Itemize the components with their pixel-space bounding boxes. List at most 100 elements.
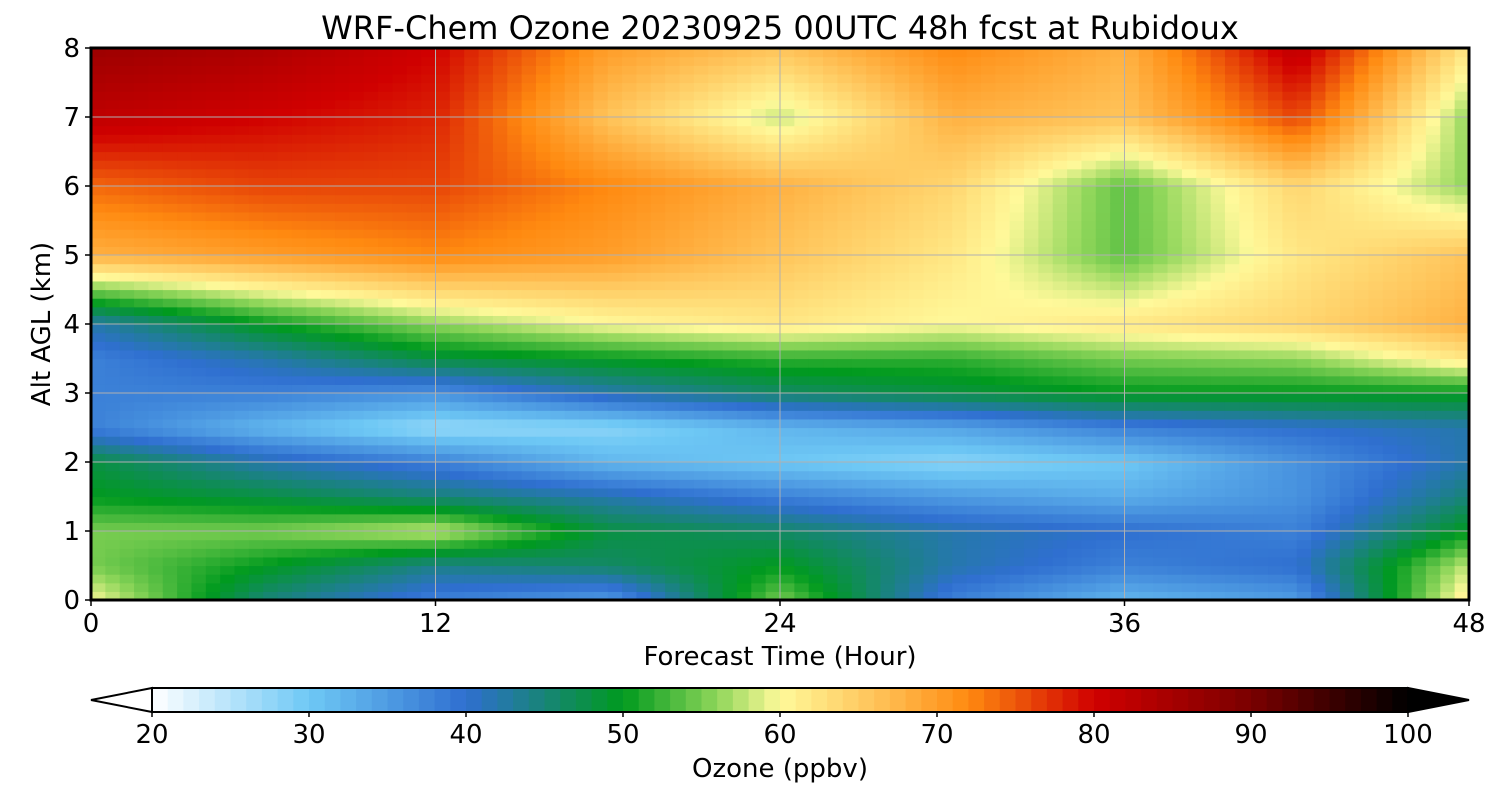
heatmap-cell	[291, 418, 307, 429]
heatmap-cell	[234, 99, 250, 109]
heatmap-cell	[823, 505, 839, 515]
heatmap-cell	[1038, 487, 1054, 498]
heatmap-cell	[794, 548, 810, 558]
heatmap-cell	[1138, 255, 1154, 265]
heatmap-cell	[1196, 427, 1212, 437]
heatmap-cell	[1138, 246, 1154, 256]
heatmap-cell	[507, 375, 523, 385]
heatmap-cell	[851, 168, 867, 178]
heatmap-cell	[880, 556, 896, 567]
heatmap-cell	[406, 513, 422, 523]
heatmap-cell	[162, 324, 178, 334]
heatmap-cell	[335, 332, 350, 342]
heatmap-cell	[736, 289, 752, 299]
heatmap-cell	[248, 220, 264, 230]
heatmap-cell	[622, 341, 638, 351]
heatmap-cell	[1095, 246, 1111, 256]
heatmap-cell	[320, 367, 336, 377]
heatmap-cell	[492, 298, 508, 308]
heatmap-cell	[751, 358, 767, 368]
heatmap-cell	[780, 211, 795, 222]
heatmap-cell	[679, 453, 695, 463]
heatmap-cell	[1167, 263, 1183, 273]
heatmap-cell	[177, 315, 193, 325]
heatmap-cell	[966, 531, 982, 541]
heatmap-cell	[492, 91, 508, 101]
heatmap-cell	[421, 548, 437, 558]
heatmap-cell	[736, 272, 752, 282]
heatmap-cell	[693, 246, 709, 256]
heatmap-cell	[306, 56, 322, 66]
heatmap-cell	[736, 539, 752, 549]
heatmap-cell	[320, 220, 336, 230]
heatmap-cell	[105, 332, 121, 342]
heatmap-cell	[837, 522, 853, 532]
heatmap-cell	[751, 263, 767, 273]
heatmap-cell	[464, 272, 480, 282]
heatmap-cell	[378, 349, 394, 360]
heatmap-cell	[937, 591, 953, 601]
heatmap-cell	[148, 151, 164, 161]
heatmap-cell	[622, 444, 638, 454]
heatmap-cell	[162, 289, 178, 299]
heatmap-cell	[1038, 315, 1054, 325]
heatmap-cell	[866, 453, 882, 463]
heatmap-cell	[1024, 470, 1039, 480]
heatmap-cell	[220, 315, 236, 325]
heatmap-cell	[866, 82, 882, 92]
heatmap-cell	[363, 522, 379, 532]
heatmap-cell	[507, 229, 523, 239]
heatmap-cell	[966, 591, 982, 601]
heatmap-cell	[335, 48, 350, 58]
heatmap-cell	[234, 462, 250, 472]
heatmap-cell	[923, 177, 939, 187]
heatmap-cell	[1095, 151, 1111, 161]
heatmap-cell	[708, 410, 724, 420]
heatmap-cell	[894, 168, 910, 178]
heatmap-cell	[1067, 410, 1083, 420]
heatmap-cell	[650, 263, 666, 273]
heatmap-cell	[851, 73, 867, 84]
heatmap-cell	[492, 427, 508, 437]
heatmap-cell	[966, 582, 982, 592]
heatmap-cell	[679, 513, 695, 523]
heatmap-cell	[492, 255, 508, 265]
heatmap-cell	[191, 548, 207, 558]
heatmap-cell	[679, 280, 695, 291]
heatmap-cell	[1196, 384, 1212, 394]
heatmap-cell	[1124, 401, 1140, 411]
heatmap-cell	[263, 108, 279, 118]
heatmap-cell	[1181, 591, 1197, 601]
heatmap-cell	[234, 582, 250, 592]
heatmap-cell	[780, 436, 795, 446]
heatmap-cell	[392, 142, 408, 153]
heatmap-cell	[952, 99, 968, 109]
heatmap-cell	[966, 125, 982, 135]
heatmap-cell	[205, 306, 221, 316]
heatmap-cell	[1081, 367, 1097, 377]
heatmap-cell	[823, 462, 839, 472]
heatmap-cell	[1124, 48, 1140, 58]
heatmap-cell	[923, 539, 939, 549]
heatmap-cell	[866, 108, 882, 118]
heatmap-cell	[507, 470, 523, 480]
heatmap-cell	[650, 289, 666, 299]
heatmap-cell	[521, 479, 537, 489]
heatmap-cell	[952, 73, 968, 84]
heatmap-cell	[880, 117, 896, 127]
heatmap-cell	[248, 367, 264, 377]
heatmap-cell	[392, 349, 408, 360]
heatmap-cell	[980, 556, 996, 567]
heatmap-cell	[866, 324, 882, 334]
heatmap-cell	[636, 160, 652, 170]
heatmap-cell	[636, 332, 652, 342]
heatmap-cell	[406, 522, 422, 532]
heatmap-cell	[579, 246, 594, 256]
heatmap-cell	[880, 513, 896, 523]
heatmap-cell	[291, 358, 307, 368]
heatmap-cell	[134, 427, 150, 437]
heatmap-cell	[1095, 160, 1111, 170]
heatmap-cell	[980, 375, 996, 385]
heatmap-cell	[636, 479, 652, 489]
heatmap-cell	[421, 341, 437, 351]
